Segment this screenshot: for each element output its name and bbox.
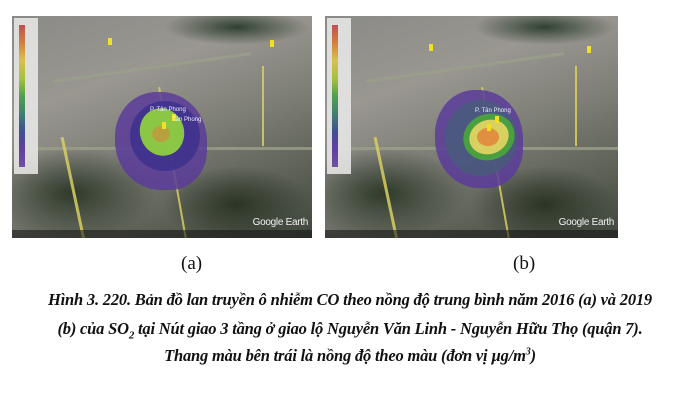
caption-line-2: (b) của SO2 tại Nút giao 3 tầng ở giao l… — [0, 319, 700, 341]
caption-line-1: Hình 3. 220. Bản đồ lan truyền ô nhiễm C… — [48, 290, 652, 309]
subfigure-label-b: (b) — [513, 253, 536, 274]
color-scale-legend — [14, 18, 38, 174]
place-label: P. Tân Phong — [475, 108, 511, 114]
subfigure-label-a: (a) — [181, 253, 203, 274]
color-scale-legend — [327, 18, 351, 174]
google-earth-watermark: Google Earth — [558, 217, 615, 228]
caption-subscript: 2 — [128, 329, 135, 342]
map-image-b: P. Tân Phong Google Earth — [325, 16, 618, 238]
caption-text: (b) của SO — [57, 319, 129, 338]
status-bar — [325, 230, 618, 238]
caption-text: ) — [530, 346, 537, 365]
caption-line-3: Thang màu bên trái là nồng độ theo màu (… — [0, 346, 700, 366]
caption-superscript: 3 — [525, 346, 531, 358]
map-image-a: P. Tân Phong Tân Phong Google Earth — [12, 16, 312, 238]
google-earth-watermark: Google Earth — [252, 217, 309, 228]
caption-text: Thang màu bên trái là nồng độ theo màu (… — [164, 346, 526, 365]
place-label: Tân Phong — [172, 117, 202, 123]
caption-text: tại Nút giao 3 tầng ở giao lộ Nguyễn Văn… — [134, 319, 643, 338]
status-bar — [12, 230, 312, 238]
place-label: P. Tân Phong — [150, 107, 186, 113]
